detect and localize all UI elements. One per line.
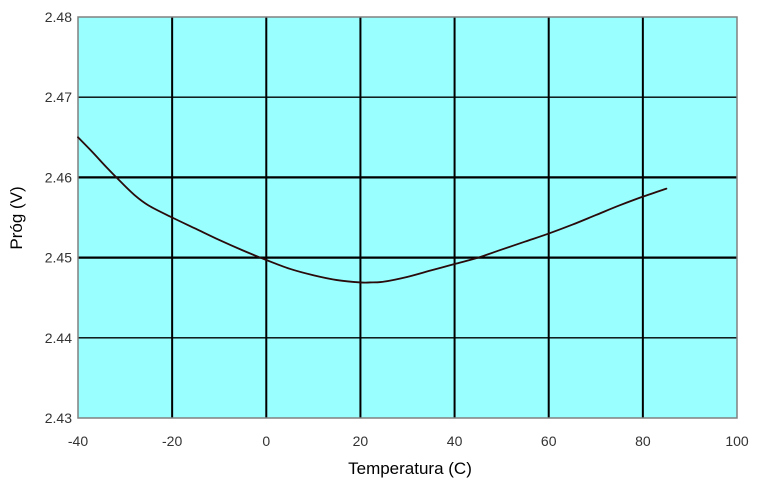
x-tick-label: 100 <box>725 433 749 449</box>
x-tick-label: -20 <box>162 433 182 449</box>
y-tick-label: 2.47 <box>45 89 72 105</box>
plot-area <box>78 17 737 418</box>
series-layer <box>77 136 668 284</box>
y-axis-title: Próg (V) <box>7 186 26 249</box>
plot-frame <box>77 16 738 419</box>
x-tick-label: 80 <box>635 433 651 449</box>
y-tick-labels: 2.43 2.44 2.45 2.46 2.47 2.48 <box>45 9 72 426</box>
y-tick-label: 2.48 <box>45 9 72 25</box>
x-axis-title: Temperatura (C) <box>348 459 472 478</box>
x-tick-label: -40 <box>68 433 88 449</box>
x-tick-labels: -40 -20 0 20 40 60 80 100 <box>68 433 749 449</box>
series-line <box>77 136 668 284</box>
x-tick-label: 20 <box>353 433 369 449</box>
x-tick-label: 60 <box>541 433 557 449</box>
y-tick-label: 2.44 <box>45 330 72 346</box>
y-tick-label: 2.45 <box>45 250 72 266</box>
x-tick-label: 40 <box>447 433 463 449</box>
y-tick-label: 2.43 <box>45 410 72 426</box>
x-tick-label: 0 <box>262 433 270 449</box>
y-tick-label: 2.46 <box>45 169 72 185</box>
